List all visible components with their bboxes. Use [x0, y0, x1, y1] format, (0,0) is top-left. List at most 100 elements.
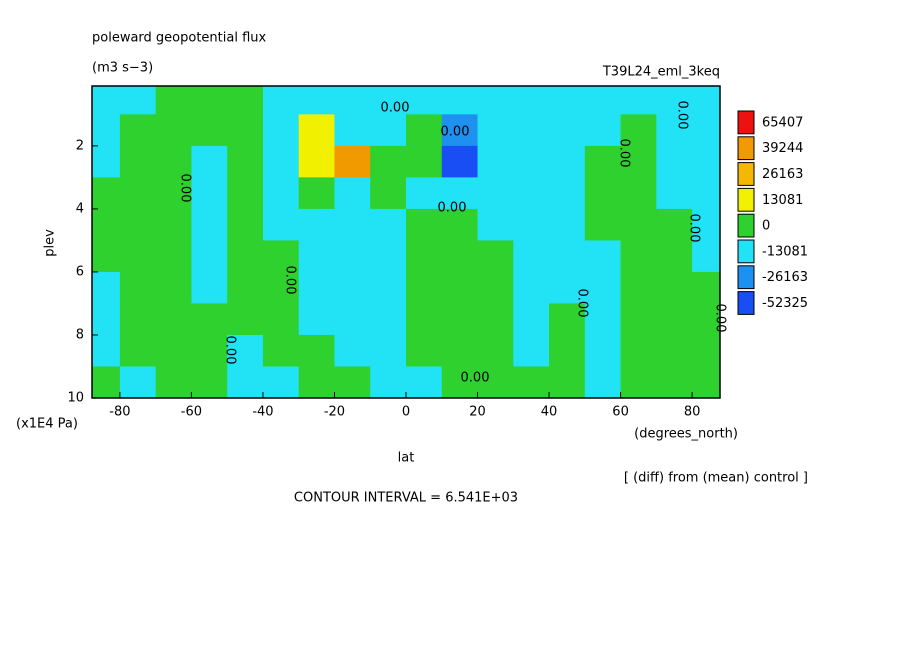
contour-cell: [406, 177, 443, 210]
contour-cell: [584, 240, 622, 273]
contour-cell: [406, 86, 443, 115]
contour-cell: [262, 240, 300, 273]
y-axis-unit: (x1E4 Pa): [16, 417, 78, 432]
contour-cell: [227, 208, 264, 241]
contour-cell: [370, 145, 407, 178]
contour-cell: [656, 334, 693, 367]
run-label: T39L24_eml_3keq: [602, 65, 720, 80]
contour-cell: [298, 334, 335, 367]
contour-cell: [406, 271, 443, 304]
contour-cell: [620, 366, 657, 398]
colorbar-label: -52325: [762, 296, 808, 311]
contour-cell: [92, 177, 121, 210]
colorbar-label: 39244: [762, 141, 803, 156]
contour-cell: [441, 177, 479, 210]
contour-cell: [370, 303, 407, 336]
colorbar-label: -13081: [762, 244, 808, 259]
contour-cell: [692, 240, 720, 273]
contour-cell: [406, 366, 443, 398]
contour-cell: [334, 114, 371, 147]
contour-cell: [298, 177, 335, 210]
contour-cell: [262, 145, 300, 178]
contour-cell: [370, 114, 407, 147]
contour-cell: [692, 271, 720, 304]
contour-cell: [656, 271, 693, 304]
contour-cell: [155, 334, 192, 367]
contour-cell: [513, 177, 550, 210]
contour-cell: [477, 177, 514, 210]
contour-cell: [549, 303, 586, 336]
contour-cell: [406, 240, 443, 273]
contour-cell: [191, 271, 228, 304]
contour-cell: [92, 240, 121, 273]
contour-field: [92, 86, 720, 398]
contour-cell: [92, 145, 121, 178]
contour-cell: [92, 303, 121, 336]
chart-subtitle: (m3 s−3): [92, 61, 153, 76]
contour-cell: [227, 145, 264, 178]
contour-cell: [191, 303, 228, 336]
x-tick-label: 80: [684, 405, 701, 420]
contour-cell: [513, 334, 550, 367]
colorbar-label: 0: [762, 219, 770, 234]
contour-cell: [370, 334, 407, 367]
y-tick-label: 8: [76, 327, 84, 342]
contour-cell: [298, 366, 335, 398]
contour-cell: [441, 303, 479, 336]
colorbar-label: 13081: [762, 193, 803, 208]
contour-label: 0.00: [441, 125, 470, 140]
contour-cell: [262, 366, 300, 398]
contour-cell: [692, 334, 720, 367]
contour-cell: [298, 271, 335, 304]
contour-cell: [298, 114, 335, 147]
contour-cell: [406, 334, 443, 367]
contour-cell: [584, 303, 622, 336]
contour-cell: [155, 303, 192, 336]
x-tick-label: 40: [541, 405, 558, 420]
contour-cell: [656, 86, 693, 115]
contour-cell: [227, 366, 264, 398]
contour-cell: [513, 240, 550, 273]
contour-cell: [406, 303, 443, 336]
contour-cell: [620, 208, 657, 241]
contour-cell: [119, 177, 157, 210]
contour-cell: [334, 334, 371, 367]
colorbar-box: [737, 291, 755, 315]
contour-cell: [620, 145, 657, 178]
contour-cell: [584, 334, 622, 367]
contour-interval: CONTOUR INTERVAL = 6.541E+03: [294, 491, 518, 506]
contour-label: 0.00: [283, 266, 298, 295]
contour-label: 0.00: [461, 371, 490, 386]
contour-cell: [692, 114, 720, 147]
colorbar-box: [737, 110, 755, 135]
colorbar-label: -26163: [762, 270, 808, 285]
contour-cell: [549, 177, 586, 210]
contour-cell: [692, 366, 720, 398]
x-axis-title: lat: [398, 451, 415, 466]
x-tick-label: -60: [181, 405, 202, 420]
contour-cell: [656, 303, 693, 336]
contour-cell: [119, 86, 157, 115]
contour-cell: [477, 145, 514, 178]
contour-cell: [584, 114, 622, 147]
contour-cell: [513, 208, 550, 241]
contour-cell: [191, 208, 228, 241]
contour-cell: [262, 271, 300, 304]
contour-cell: [191, 86, 228, 115]
contour-label: 0.00: [438, 201, 467, 216]
contour-cell: [441, 145, 479, 178]
contour-cell: [298, 145, 335, 178]
contour-cell: [549, 334, 586, 367]
contour-cell: [441, 240, 479, 273]
x-tick-label: 60: [612, 405, 629, 420]
contour-cell: [155, 208, 192, 241]
contour-cell: [191, 366, 228, 398]
contour-cell: [513, 86, 550, 115]
contour-cell: [262, 208, 300, 241]
contour-cell: [549, 271, 586, 304]
contour-cell: [656, 114, 693, 147]
contour-cell: [441, 271, 479, 304]
contour-label: 0.00: [675, 101, 690, 130]
contour-label: 0.00: [223, 336, 238, 365]
contour-cell: [584, 86, 622, 115]
